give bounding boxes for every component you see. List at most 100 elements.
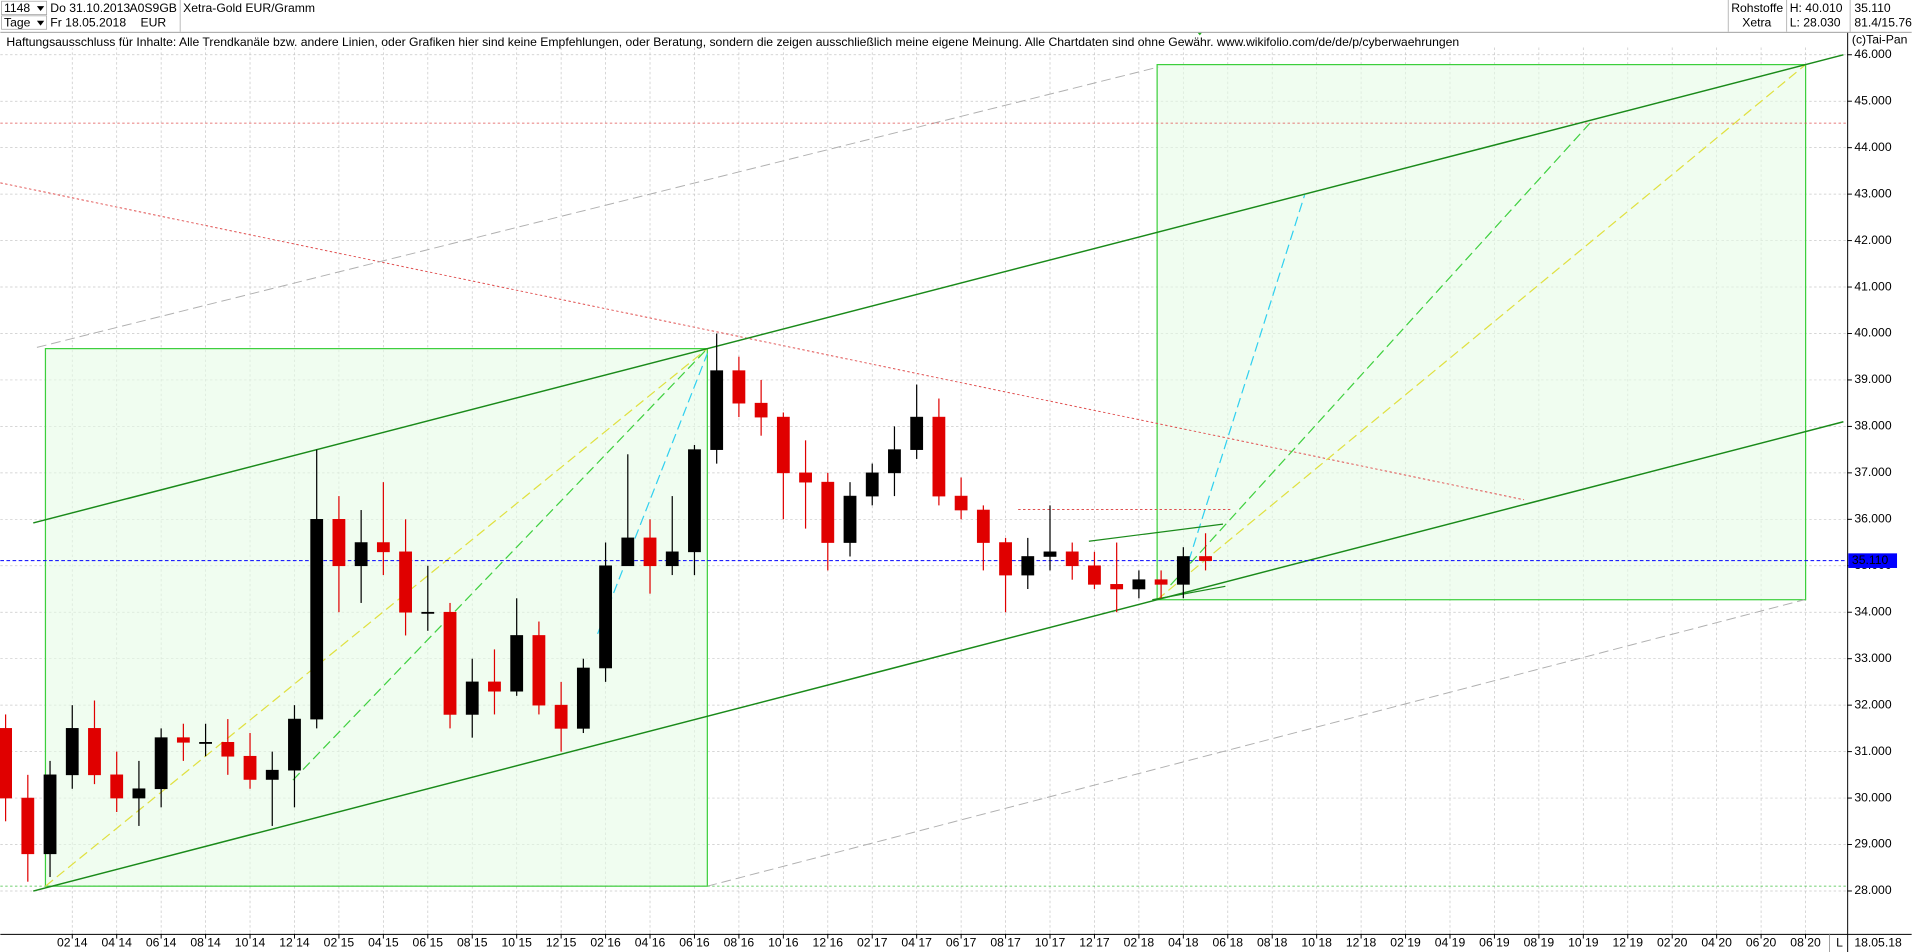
candle-body bbox=[554, 704, 568, 729]
x-tick-label: 08 19 bbox=[1524, 936, 1555, 950]
candle-body bbox=[1088, 565, 1101, 585]
y-tick-label: 31.000 bbox=[1854, 744, 1891, 758]
x-tick-label: 06 16 bbox=[679, 936, 710, 950]
x-tick-label: 04 17 bbox=[901, 936, 932, 950]
candle-body bbox=[1021, 556, 1035, 576]
candle-body bbox=[88, 728, 101, 776]
x-tick-label: 08 18 bbox=[1257, 936, 1288, 950]
price-label: 35.110 bbox=[1852, 553, 1889, 567]
candle-body bbox=[976, 509, 990, 543]
candle-body bbox=[488, 681, 501, 692]
y-tick-label: 34.000 bbox=[1854, 604, 1891, 618]
x-tick-label: 12 14 bbox=[279, 936, 310, 950]
channel-lower bbox=[33, 421, 1844, 892]
x-tick-label: 02 15 bbox=[324, 936, 355, 950]
candle-body bbox=[510, 635, 524, 692]
y-tick-label: 29.000 bbox=[1854, 837, 1891, 851]
x-tick-label: 12 18 bbox=[1346, 936, 1377, 950]
y-tick-label: 28.000 bbox=[1854, 883, 1891, 897]
candle-body bbox=[688, 449, 701, 553]
x-tick-label: 04 14 bbox=[101, 936, 132, 950]
candle-body bbox=[421, 611, 435, 614]
currency: EUR bbox=[141, 15, 167, 29]
y-tick-label: 33.000 bbox=[1854, 651, 1891, 665]
x-tick-label: 06 19 bbox=[1479, 936, 1510, 950]
candle-body bbox=[865, 472, 879, 497]
y-tick-label: 32.000 bbox=[1854, 697, 1891, 711]
candle-body bbox=[821, 481, 835, 543]
x-tick-label: 06 20 bbox=[1746, 936, 1777, 950]
candle-body bbox=[665, 551, 679, 567]
candle-body bbox=[21, 797, 35, 855]
yellow-diagonal bbox=[1156, 64, 1806, 601]
candle-body bbox=[643, 537, 657, 567]
candle-body bbox=[65, 728, 79, 776]
candle-body bbox=[932, 416, 946, 497]
x-tick-label: 02 17 bbox=[857, 936, 888, 950]
x-tick-label: 02 14 bbox=[57, 936, 88, 950]
candle-body bbox=[954, 495, 968, 511]
x-tick-label: 10 19 bbox=[1568, 936, 1599, 950]
x-tick-label: 08 15 bbox=[457, 936, 488, 950]
dropdown-arrow bbox=[36, 6, 45, 11]
x-tick-label: 08 20 bbox=[1790, 936, 1821, 950]
candles bbox=[0, 333, 1212, 882]
x-tick-label: 02 18 bbox=[1124, 936, 1155, 950]
x-tick-label: 06 18 bbox=[1213, 936, 1244, 950]
x-tick-label: 12 17 bbox=[1079, 936, 1110, 950]
x-tick-label: 10 17 bbox=[1035, 936, 1066, 950]
candle-body bbox=[1065, 551, 1079, 567]
candle-body bbox=[599, 565, 612, 669]
price-label-box bbox=[1848, 553, 1898, 568]
candle-body bbox=[888, 449, 901, 474]
candle-body bbox=[1110, 584, 1124, 590]
x-tick-label: 08 16 bbox=[724, 936, 755, 950]
x-tick-label: 04 16 bbox=[635, 936, 666, 950]
x-tick-label: 08 14 bbox=[190, 936, 221, 950]
exchange: Xetra bbox=[1742, 15, 1771, 29]
y-tick-label: 43.000 bbox=[1854, 186, 1891, 200]
scale-mode[interactable]: L bbox=[1836, 936, 1843, 950]
candle-body bbox=[732, 370, 746, 404]
axes: 28.000 29.000 30.000 31.000 32.000 33.000 34.0… bbox=[57, 47, 1898, 950]
header: 1148 Tage Do 31.10.2013 Fr 18.05.2018 A0… bbox=[0, 0, 1912, 49]
dropdown-arrow bbox=[36, 20, 45, 26]
drawings bbox=[0, 29, 1848, 892]
candle-body bbox=[754, 402, 768, 418]
candle-body bbox=[332, 519, 346, 567]
candle-body bbox=[776, 416, 790, 474]
x-tick-label: 10 16 bbox=[768, 936, 799, 950]
green-diagonal bbox=[292, 348, 708, 781]
candle-body bbox=[576, 667, 590, 729]
candle-body bbox=[199, 742, 212, 744]
candle-body bbox=[1154, 579, 1168, 585]
candle-body bbox=[110, 774, 124, 799]
dropdown[interactable] bbox=[1, 0, 48, 15]
x-tick-label: 08 17 bbox=[990, 936, 1021, 950]
instrument-name: Xetra-Gold EUR/Gramm bbox=[183, 1, 315, 15]
candle-body bbox=[221, 742, 235, 757]
symbol: 1148 bbox=[4, 1, 30, 15]
x-tick-label: 02 20 bbox=[1657, 936, 1688, 950]
dropdown[interactable] bbox=[1, 15, 48, 30]
y-tick-label: 40.000 bbox=[1854, 326, 1891, 340]
gray-trend-line bbox=[707, 599, 1805, 887]
header-bg bbox=[0, 0, 1912, 33]
candle-body bbox=[288, 718, 301, 771]
candle-body bbox=[843, 495, 857, 543]
ratio: 81.4/15.76 bbox=[1854, 15, 1912, 29]
candle-body bbox=[354, 542, 368, 567]
candle-body bbox=[1132, 579, 1146, 590]
cyan-diagonal bbox=[1188, 194, 1306, 561]
y-tick-label: 39.000 bbox=[1854, 372, 1891, 386]
candle-body bbox=[710, 370, 724, 450]
x-tick-label: 04 20 bbox=[1701, 936, 1732, 950]
candle-body bbox=[443, 611, 457, 715]
group: Rohstoffe bbox=[1731, 1, 1783, 15]
disclaimer: Haftungsausschluss für Inhalte: Alle Tre… bbox=[6, 35, 1459, 49]
candle-body bbox=[1176, 556, 1190, 585]
cyan-diagonal bbox=[597, 353, 708, 635]
candle-body bbox=[799, 472, 812, 483]
candle-body bbox=[0, 728, 12, 799]
